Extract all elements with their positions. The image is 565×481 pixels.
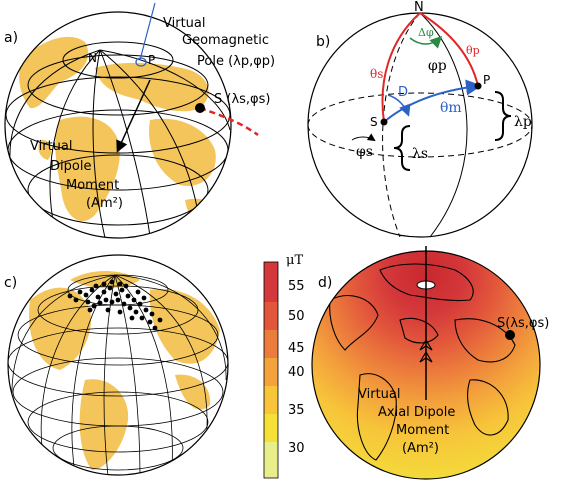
colorbar-band-6 — [264, 414, 278, 442]
d-label: D — [398, 85, 408, 100]
colorbar-band-3 — [264, 330, 278, 358]
site-dot-a — [195, 103, 205, 113]
vadm-line4: (Am²) — [402, 441, 439, 456]
vgp-line2: Geomagnetic — [182, 33, 269, 48]
vgp-line — [139, 2, 156, 61]
equator-back-b — [307, 92, 533, 126]
colorbar-band-2 — [264, 302, 278, 330]
vgp-line1: Virtual — [163, 16, 205, 31]
p-label-b: P — [483, 73, 490, 87]
lambda-p-label: λp — [514, 114, 532, 130]
theta-s-label: θs — [370, 67, 383, 81]
coastlines-d — [329, 263, 516, 461]
continents-a — [19, 36, 219, 227]
colorbar-tick-40: 40 — [288, 365, 305, 380]
colorbar-tick-50: 50 — [288, 309, 305, 324]
vadm-line3: Moment — [396, 423, 449, 438]
delta-phi-arrow — [409, 35, 443, 49]
vadm-line1: Virtual — [358, 387, 400, 402]
colorbar-band-7 — [264, 442, 278, 478]
north-label-b: N — [414, 0, 424, 15]
pole-label-a: P — [148, 53, 155, 67]
declination-arrow — [387, 94, 411, 117]
vdm-line2: Dipole — [50, 159, 91, 174]
pole-dot-b — [474, 82, 482, 90]
panel-c: c) — [4, 254, 229, 476]
site-label-d: S(λs,φs) — [497, 316, 549, 331]
colorbar-band-4 — [264, 358, 278, 386]
vadm-line2: Axial Dipole — [378, 405, 455, 420]
colorbar-tick-35: 35 — [288, 403, 305, 418]
arc-theta-m — [383, 79, 482, 123]
colorbar-tick-30: 30 — [288, 441, 305, 456]
vgp-scatter-c — [67, 279, 163, 331]
equator-front-b — [307, 124, 533, 158]
meridian-s-b — [382, 12, 421, 238]
phi-s-label: φs — [356, 144, 373, 160]
site-dot-d — [505, 330, 515, 340]
sphere-b — [307, 12, 533, 238]
arc-theta-p — [419, 12, 479, 87]
site-label-a: S (λs,φs) — [214, 92, 270, 107]
colorbar-tick-45: 45 — [288, 341, 305, 356]
vgp-line3: Pole (λp,φp) — [197, 54, 275, 69]
lambda-s-label: λs — [412, 146, 428, 162]
lambda-s-brace — [393, 125, 411, 171]
north-label-a: N — [88, 51, 97, 65]
colorbar-band-1 — [264, 262, 278, 302]
arc-theta-s — [381, 12, 421, 123]
site-dot-b — [380, 118, 388, 126]
panel-b: b) N Δφ θs θp φp D θm P S λp λs φs — [307, 0, 533, 238]
panel-b-label: b) — [316, 34, 330, 50]
panel-a-label: a) — [4, 30, 18, 46]
panel-d: d) S(λs,φs) Virtual Axial Dipole Moment … — [311, 246, 549, 480]
panel-c-label: c) — [4, 275, 17, 291]
site-path-a — [199, 106, 259, 137]
delta-phi-label: Δφ — [418, 26, 434, 39]
theta-m-label: θm — [440, 100, 462, 116]
lambda-p-brace — [494, 91, 512, 141]
panel-a: a) N P Virtual Geomagnetic Pole (λp,φp) … — [4, 2, 275, 239]
colorbar-tick-55: 55 — [288, 279, 305, 294]
vgp-marker — [135, 57, 147, 67]
colorbar-unit: μT — [286, 253, 303, 268]
s-label-b: S — [370, 115, 378, 129]
continents-c — [29, 271, 220, 470]
phi-p-label: φp — [428, 58, 447, 74]
theta-p-label: θp — [466, 44, 480, 57]
vdm-line4: (Am²) — [86, 196, 123, 211]
graticule-c — [8, 274, 228, 475]
panel-d-label: d) — [318, 275, 332, 291]
dipole-arrow-a — [116, 79, 151, 153]
meridian-p-b — [419, 12, 468, 238]
vdm-line1: Virtual — [30, 139, 72, 154]
colorbar: μT 55 50 45 40 35 30 — [263, 253, 305, 479]
vdm-line3: Moment — [66, 178, 119, 193]
colorbar-band-5 — [264, 386, 278, 414]
phi-s-arrow — [351, 133, 376, 142]
dipole-arrow-d — [419, 338, 433, 363]
